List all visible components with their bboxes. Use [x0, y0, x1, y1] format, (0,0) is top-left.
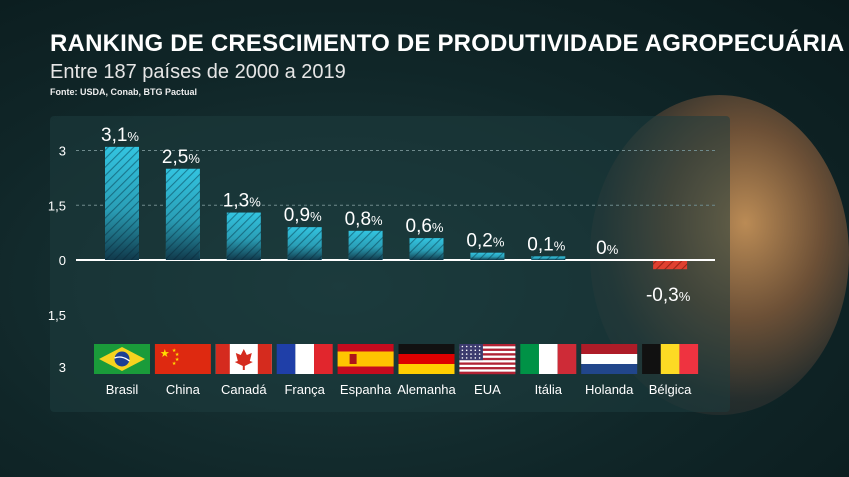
svg-text:★: ★ [172, 348, 177, 354]
flag-belgium-icon [642, 344, 699, 374]
category-label: Espanha [340, 382, 392, 397]
flag-brazil-icon [94, 344, 150, 374]
value-label: 0,1% [527, 234, 565, 255]
value-label: 2,5% [162, 147, 200, 168]
flag-china-icon: ★ ★★★★ [154, 344, 211, 374]
bar-shade [470, 252, 505, 260]
category-label: Brasil [106, 382, 139, 397]
flag-france-icon [276, 344, 333, 374]
flag-usa-icon [459, 344, 516, 375]
flag-germany-icon [398, 344, 455, 374]
category-label: França [284, 382, 325, 397]
bar-shade [287, 227, 322, 260]
flag-canada-icon [215, 344, 272, 374]
bar-shade [226, 212, 261, 260]
bar [653, 261, 688, 270]
value-label: 0,6% [406, 216, 444, 237]
bar-shade [105, 146, 139, 260]
value-label: 0,8% [345, 209, 383, 230]
flag-italy-icon [520, 344, 577, 374]
flag-netherlands-icon [581, 344, 638, 374]
bar-shade [409, 238, 444, 260]
category-label: China [166, 382, 201, 397]
value-label: 0,2% [466, 231, 504, 252]
category-label: EUA [474, 382, 501, 397]
category-label: Itália [535, 382, 563, 397]
value-label: 1,3% [223, 191, 261, 212]
category-label: Canadá [221, 382, 267, 397]
flag-spain-icon [337, 344, 394, 374]
category-label: Alemanha [397, 382, 456, 397]
value-label: 3,1% [101, 125, 139, 146]
bar-shade [165, 168, 200, 260]
category-label: Bélgica [649, 382, 692, 397]
category-label: Holanda [585, 382, 634, 397]
y-tick-label: 1,5 [48, 308, 66, 323]
y-tick-label: 3 [59, 360, 66, 375]
value-label: 0,9% [284, 205, 322, 226]
svg-text:★: ★ [175, 357, 180, 363]
chart-title: RANKING DE CRESCIMENTO DE PRODUTIVIDADE … [50, 30, 845, 57]
y-tick-label: 3 [59, 144, 66, 159]
y-tick-label: 1,5 [48, 198, 66, 213]
source-note: Fonte: USDA, Conab, BTG Pactual [50, 87, 198, 97]
svg-text:★: ★ [160, 347, 170, 360]
y-tick-label: 0 [59, 253, 66, 268]
bar-shade [531, 256, 566, 260]
svg-text:★: ★ [175, 352, 180, 358]
bar-shade [348, 230, 383, 260]
value-label: -0,3% [646, 285, 691, 306]
svg-text:★: ★ [172, 361, 177, 367]
chart-subtitle: Entre 187 países de 2000 a 2019 [50, 61, 346, 83]
value-label: 0% [596, 238, 619, 259]
